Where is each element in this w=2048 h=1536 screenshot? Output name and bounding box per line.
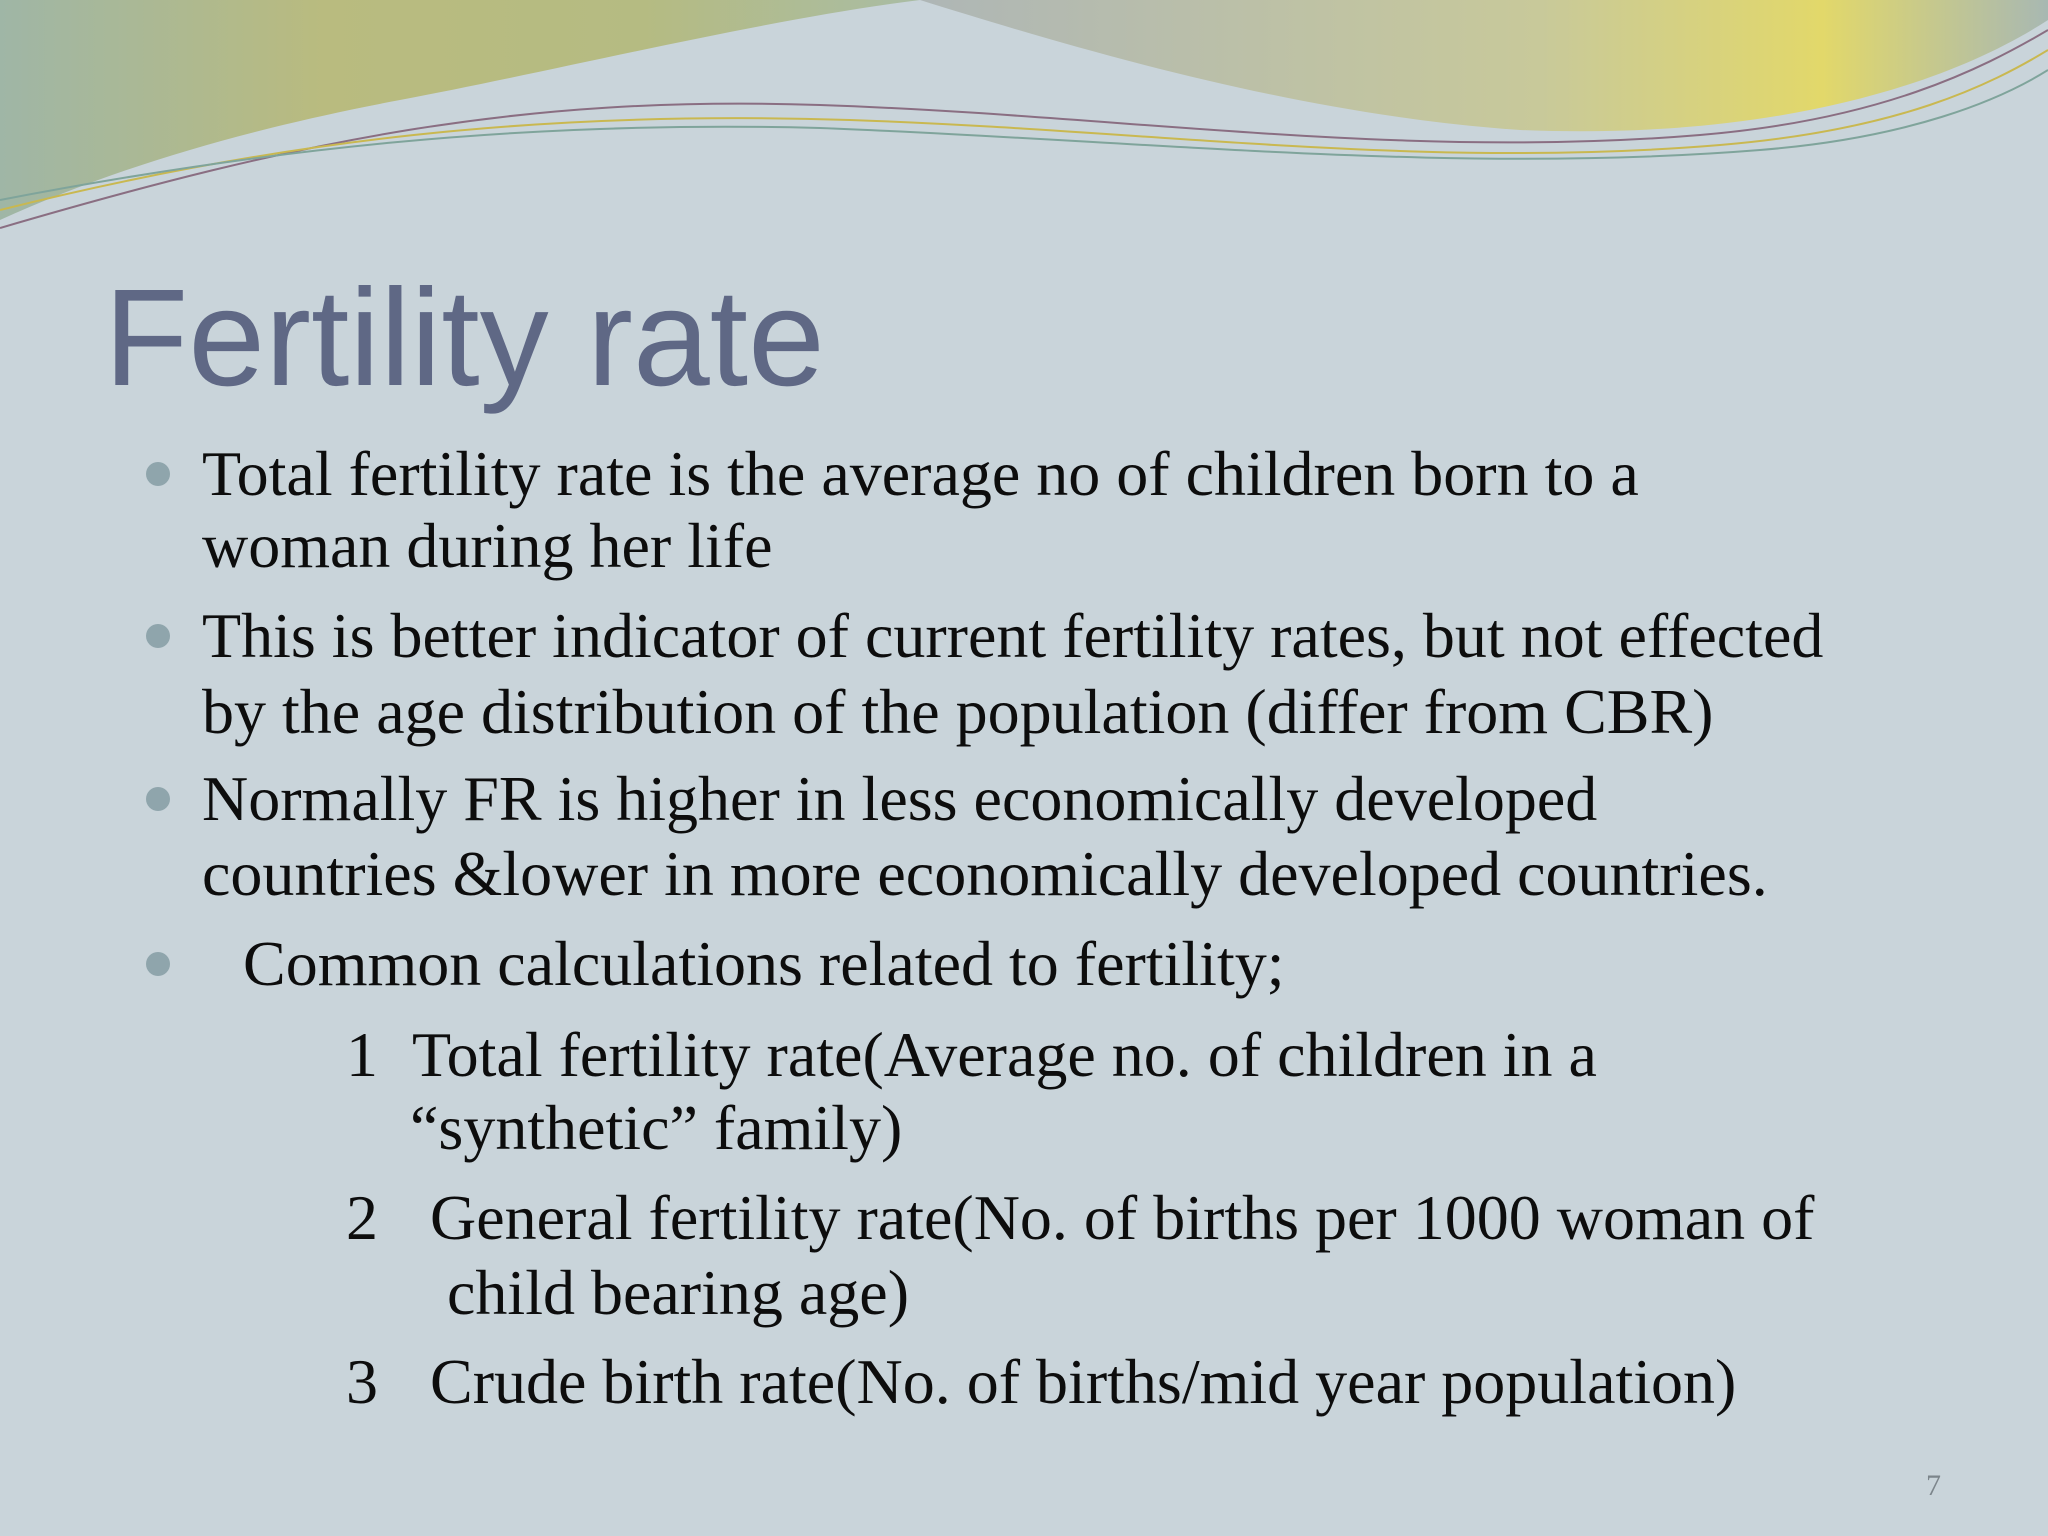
calculation-3-line-1: Crude birth rate(No. of births/mid year …: [430, 1346, 1737, 1417]
bullet-4-line-1: Common calculations related to fertility…: [243, 928, 1285, 999]
calculation-2-line-2: child bearing age): [447, 1257, 909, 1328]
bullet-dot-icon: [146, 462, 170, 486]
bullet-dot-icon: [146, 787, 170, 811]
calculation-2-line-1: General fertility rate(No. of births per…: [430, 1182, 1815, 1253]
bullet-1-line-1: Total fertility rate is the average no o…: [202, 438, 1639, 509]
top-wave-decoration: [0, 0, 2048, 229]
bullet-dot-icon: [146, 952, 170, 976]
bullet-3-line-1: Normally FR is higher in less economical…: [202, 763, 1598, 834]
bullet-2-line-2: by the age distribution of the populatio…: [202, 676, 1714, 747]
slide-title: Fertility rate: [104, 261, 825, 415]
bullet-1-line-2: woman during her life: [202, 510, 773, 581]
calculation-2-number: 2: [346, 1182, 378, 1253]
bullet-dot-icon: [146, 624, 170, 648]
slide-page-number: 7: [1926, 1469, 1941, 1502]
calculation-1-line-1: Total fertility rate(Average no. of chil…: [412, 1019, 1597, 1090]
calculation-1-line-2: “synthetic” family): [410, 1092, 903, 1163]
bullet-3-line-2: countries &lower in more economically de…: [202, 838, 1768, 909]
calculation-3-number: 3: [346, 1346, 378, 1417]
calculation-1-number: 1: [346, 1019, 378, 1090]
bullet-2-line-1: This is better indicator of current fert…: [202, 600, 1824, 671]
